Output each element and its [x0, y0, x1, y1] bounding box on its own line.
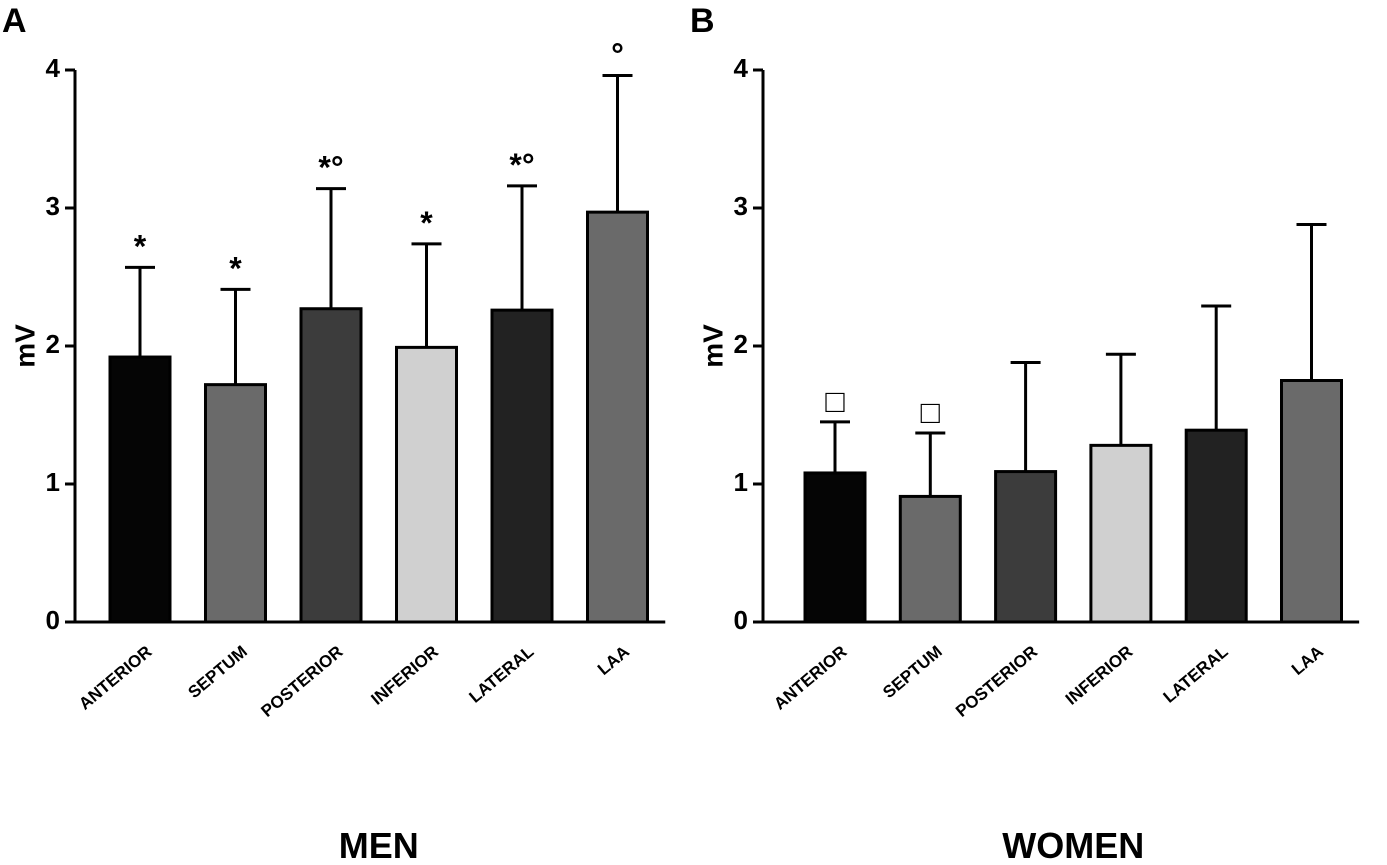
x-axis-label: MEN [339, 825, 419, 865]
significance-mark: □ [825, 383, 845, 419]
x-tick-label: INFERIOR [368, 642, 442, 709]
bar [1280, 379, 1343, 624]
x-tick-label: POSTERIOR [952, 642, 1041, 721]
y-tick-label: 3 [46, 191, 60, 221]
bar [803, 471, 867, 624]
y-tick-label: 4 [46, 53, 61, 83]
panel-label: B [690, 2, 715, 40]
x-tick-label: SEPTUM [184, 642, 250, 702]
x-tick-label: ANTERIOR [770, 642, 850, 714]
panel-label: A [2, 2, 27, 40]
bar [490, 308, 554, 624]
y-axis-label: mV [697, 324, 728, 368]
y-tick-label: 0 [46, 605, 60, 635]
y-tick-label: 1 [46, 467, 60, 497]
x-tick-label: INFERIOR [1062, 642, 1136, 709]
significance-mark: * [229, 250, 242, 286]
bar [1089, 443, 1153, 624]
x-tick-label: LAA [594, 642, 633, 679]
significance-mark: □ [921, 394, 941, 430]
bar [586, 210, 649, 624]
y-tick-label: 2 [734, 329, 748, 359]
y-tick-label: 1 [734, 467, 748, 497]
bar [299, 307, 363, 624]
bar [898, 494, 962, 624]
significance-mark: * [134, 228, 147, 264]
bar [395, 345, 458, 624]
bar [1184, 428, 1248, 624]
bar [108, 355, 172, 624]
x-axis-label: WOMEN [1002, 825, 1144, 865]
bar [204, 383, 267, 624]
x-tick-label: LAA [1288, 642, 1327, 679]
y-tick-label: 3 [734, 191, 748, 221]
x-tick-label: LATERAL [465, 642, 537, 707]
significance-mark: *° [509, 147, 534, 183]
significance-mark: * [420, 205, 433, 241]
y-tick-label: 2 [46, 329, 60, 359]
x-tick-label: POSTERIOR [258, 642, 347, 721]
y-tick-label: 4 [734, 53, 749, 83]
significance-mark: ° [611, 37, 624, 73]
bar [994, 470, 1058, 624]
x-tick-label: ANTERIOR [75, 642, 155, 714]
y-tick-label: 0 [734, 605, 748, 635]
x-tick-label: LATERAL [1160, 642, 1232, 707]
significance-mark: *° [318, 150, 343, 186]
y-axis-label: mV [9, 324, 40, 368]
x-tick-label: SEPTUM [879, 642, 945, 702]
